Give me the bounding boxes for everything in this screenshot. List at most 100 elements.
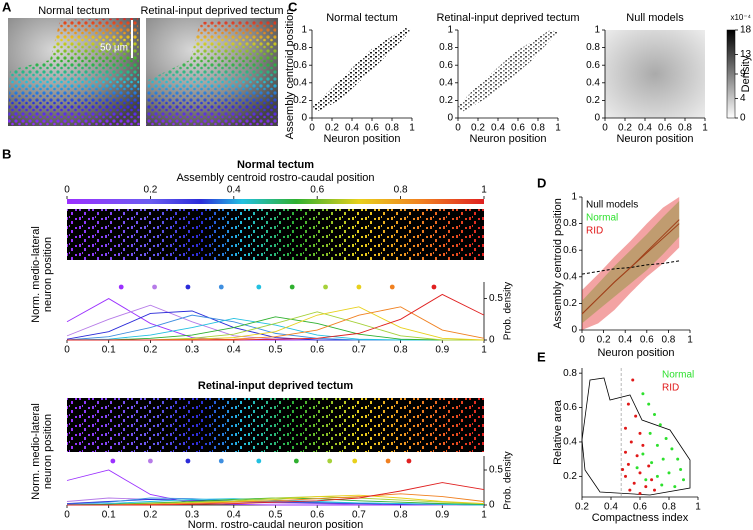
confidence-band <box>582 200 680 324</box>
x-tick-label: 0.8 <box>662 502 676 513</box>
colorbar-tick-label: 0.2 <box>143 185 157 196</box>
x-tick-label: 1 <box>409 123 415 134</box>
legend-label: Null models <box>586 200 638 211</box>
centroid-dot <box>118 284 124 290</box>
chart-title: Retinal-input deprived tectum <box>436 12 579 24</box>
point <box>638 471 642 475</box>
x-tick-label: 1 <box>695 502 701 513</box>
x-tick-label: 0.3 <box>185 345 199 356</box>
y-axis-label: Norm. medio-lateral <box>30 403 42 500</box>
panel-label: A <box>2 0 12 14</box>
point <box>621 467 625 471</box>
y-tick-label: 0.8 <box>586 42 600 53</box>
x-tick-label: 0 <box>64 510 70 521</box>
x-tick-label: 0.2 <box>143 345 157 356</box>
x-tick-label: 0.4 <box>491 123 505 134</box>
point <box>664 437 668 441</box>
centroid-dot <box>406 458 412 464</box>
neuron-raster-dots <box>67 398 484 452</box>
point <box>650 478 654 482</box>
point <box>626 462 630 466</box>
density-curve <box>66 317 484 341</box>
null-density-map <box>605 30 705 118</box>
y-tick-label: 0.6 <box>563 245 577 256</box>
centroid-dot <box>385 458 391 464</box>
density-curve <box>67 293 485 341</box>
point <box>632 481 636 485</box>
centroid-dot <box>352 458 358 464</box>
centroid-dot <box>110 458 116 464</box>
point <box>638 431 642 435</box>
x-tick-label: 1 <box>481 510 487 521</box>
point <box>679 467 683 471</box>
point <box>650 461 654 465</box>
x-tick-label: 0.2 <box>471 123 485 134</box>
x-tick-label: 0.5 <box>269 345 283 356</box>
y-tick-label: 0 <box>301 113 307 124</box>
line <box>581 260 680 275</box>
y-tick-label: 0.8 <box>563 368 577 379</box>
legend-label: Normal <box>586 213 618 224</box>
x-tick-label: 0 <box>602 123 608 134</box>
point <box>658 423 662 427</box>
y-tick-label: 0 <box>489 335 495 346</box>
colorbar-label: Density <box>740 55 752 92</box>
y-tick-label: 0 <box>489 500 495 511</box>
point <box>628 488 632 492</box>
tectum-image-normal <box>8 18 140 126</box>
panel-label: E <box>537 349 546 364</box>
x-tick-label: 0.2 <box>597 335 611 346</box>
point <box>624 426 627 430</box>
colorbar-tick-label: 9 <box>740 69 746 80</box>
x-axis-label: Neuron position <box>469 133 546 145</box>
point <box>624 450 627 454</box>
x-tick-label: 1 <box>555 123 561 134</box>
raster-band <box>458 30 558 112</box>
point <box>635 466 639 470</box>
point <box>624 474 627 478</box>
x-tick-label: 0.6 <box>365 123 379 134</box>
centroid-dot <box>148 458 153 464</box>
x-tick-label: 0.4 <box>227 510 241 521</box>
y-tick-label: 0.5 <box>489 465 503 476</box>
centroid-dot <box>327 458 333 464</box>
centroid-dot <box>218 458 224 464</box>
y-tick-label: 1 <box>447 25 453 36</box>
colorbar-tick-label: 0 <box>64 185 70 196</box>
point <box>655 474 659 478</box>
chart-title: Retinal-input deprived tectum <box>198 380 353 392</box>
x-tick-label: 0.8 <box>678 123 692 134</box>
colorbar <box>726 29 736 119</box>
panel-label: D <box>537 175 546 190</box>
y-tick-label: 0.6 <box>293 60 307 71</box>
y-tick-label: 0 <box>571 325 577 336</box>
colorbar-multiplier: x10⁻⁴ <box>730 13 751 22</box>
point <box>638 492 642 496</box>
y-axis-label: Assembly centroid position <box>284 9 296 140</box>
raster-band <box>312 28 412 112</box>
y-tick-label: 0.8 <box>563 218 577 229</box>
x-tick-label: 0.4 <box>604 502 618 513</box>
x-tick-label: 0.8 <box>661 335 675 346</box>
centroid-dot <box>356 284 362 290</box>
y-tick-label: 0.8 <box>439 42 453 53</box>
image-title: Retinal-input deprived tectum <box>140 5 283 17</box>
chart-title: Normal tectum <box>326 12 398 24</box>
x-tick-label: 0.4 <box>638 123 652 134</box>
y-tick-label: 1 <box>594 25 600 36</box>
point <box>648 431 652 435</box>
y-tick-label: 0.2 <box>293 95 307 106</box>
colorbar-tick-label: 0 <box>740 113 746 124</box>
point <box>673 485 677 489</box>
x-tick-label: 0.6 <box>640 335 654 346</box>
density-curve <box>67 316 484 341</box>
point <box>634 414 638 418</box>
colorbar-label: Assembly centroid rostro-caudal position <box>176 172 374 184</box>
point <box>641 452 645 456</box>
point <box>676 457 680 461</box>
centroid-dot <box>218 284 224 290</box>
image-title: Normal tectum <box>38 5 110 17</box>
point <box>655 443 659 447</box>
x-tick-label: 1 <box>481 345 487 356</box>
